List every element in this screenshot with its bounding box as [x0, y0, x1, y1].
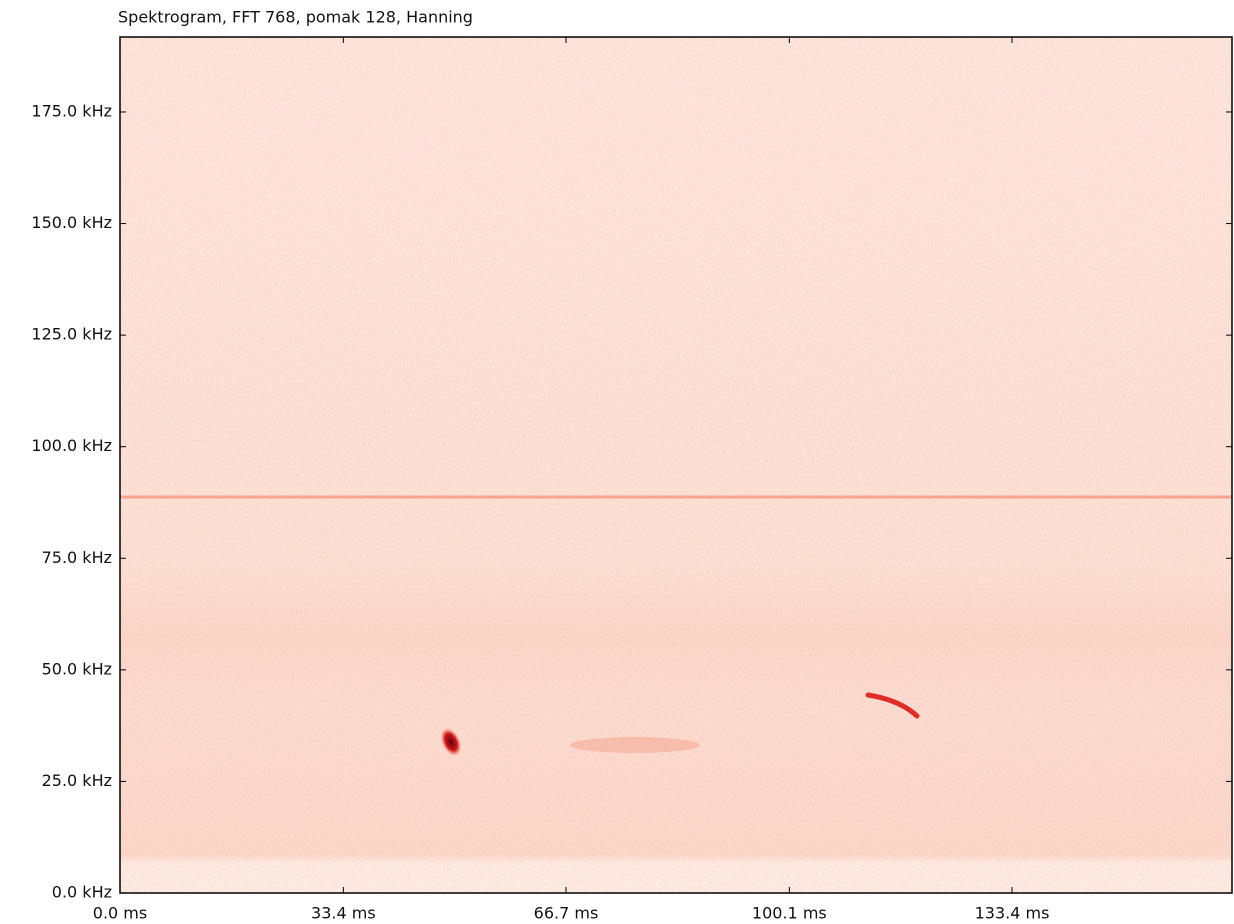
x-tick-label: 133.4 ms — [975, 904, 1050, 923]
y-tick-label: 50.0 kHz — [42, 659, 112, 678]
y-tick-label: 150.0 kHz — [31, 213, 112, 232]
chart-title: Spektrogram, FFT 768, pomak 128, Hanning — [118, 8, 473, 27]
y-tick-label: 100.0 kHz — [31, 436, 112, 455]
y-tick-label: 125.0 kHz — [31, 325, 112, 344]
y-tick-label: 0.0 kHz — [52, 883, 112, 902]
x-tick-label: 100.1 ms — [752, 904, 827, 923]
y-tick-label: 75.0 kHz — [42, 548, 112, 567]
x-tick-label: 66.7 ms — [534, 904, 599, 923]
x-tick-label: 0.0 ms — [93, 904, 147, 923]
spectrogram-image — [120, 37, 1232, 893]
y-tick-label: 175.0 kHz — [31, 101, 112, 120]
y-tick-label: 25.0 kHz — [42, 771, 112, 790]
plot-frame — [119, 36, 1233, 894]
x-tick-label: 33.4 ms — [311, 904, 376, 923]
